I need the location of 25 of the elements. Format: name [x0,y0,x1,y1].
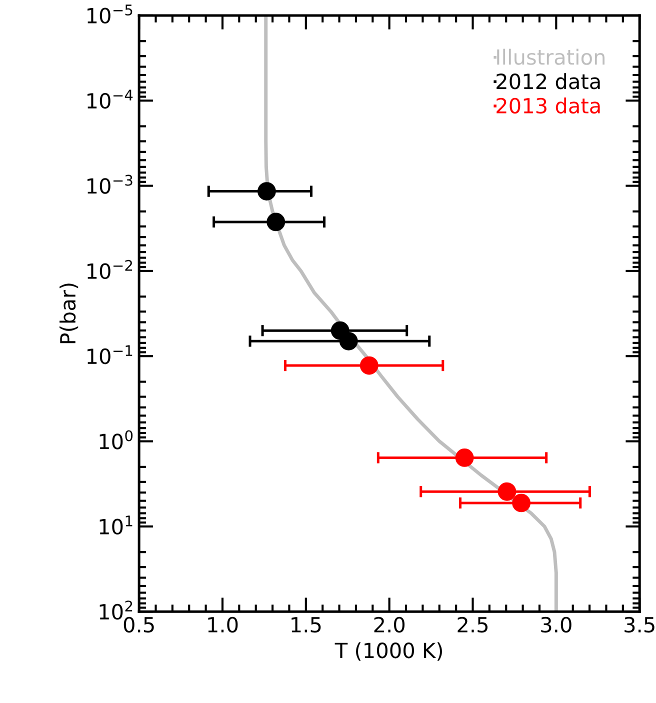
y-axis-title: P(bar) [60,284,78,344]
x-tick-label: 2.5 [458,616,488,633]
point [512,494,531,512]
legend-label: 2012 data [496,73,600,90]
y-tick-label: 10$^{−3}$ [88,174,132,194]
x-tick-label: 3.0 [541,616,572,633]
point [339,332,358,350]
y-tick-label: 10$^{−4}$ [88,90,133,109]
y-tick-label: 10$^{−1}$ [88,345,132,364]
x-tick-label: 3.5 [624,616,654,633]
point [455,448,474,467]
point [258,182,276,200]
point [266,212,286,232]
point [360,356,378,375]
y-tick-label: 10$^{−5}$ [88,4,132,24]
x-tick-label: 2.0 [374,616,405,633]
x-axis-title: T (1000 K) [334,642,442,661]
x-tick-label: 1.0 [208,616,238,633]
point [498,482,516,501]
y-tick-label: 10$^{−2}$ [88,260,132,280]
legend-label: 2013 data [496,97,600,114]
x-tick-label: 1.5 [292,617,321,633]
legend-label: Illustration [497,48,604,65]
y-tick-label: 10$^{1}$ [100,516,132,535]
y-tick-label: 10$^{0}$ [100,430,133,450]
